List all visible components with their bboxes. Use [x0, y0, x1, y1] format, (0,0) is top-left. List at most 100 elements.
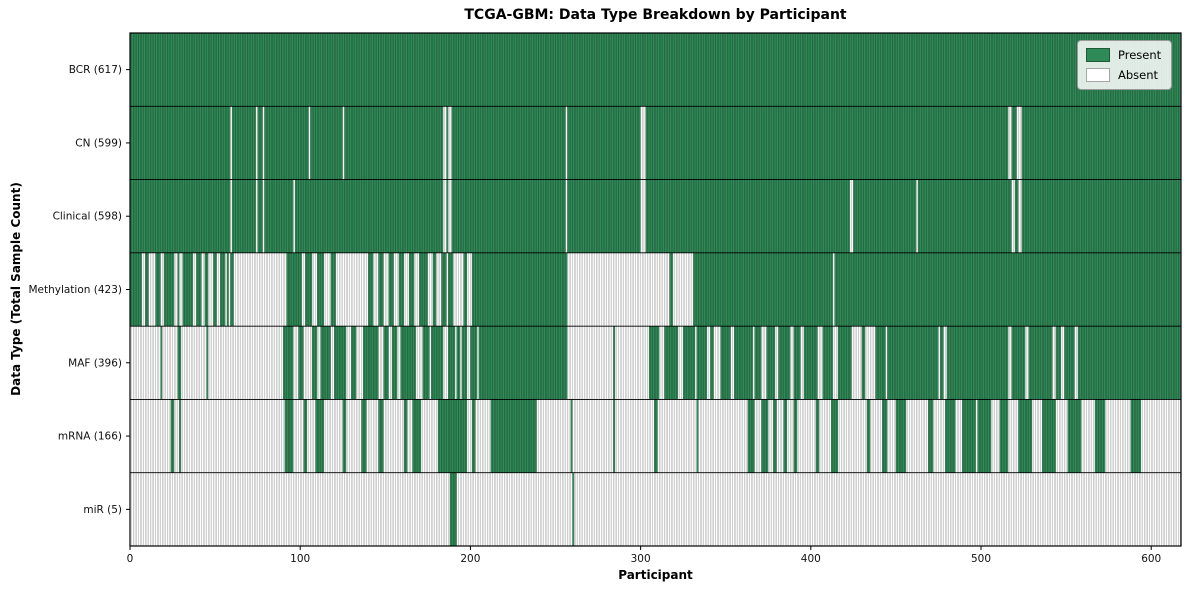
bar-MAF-301 — [642, 325, 645, 400]
bar-CN-321 — [676, 106, 679, 180]
bar-BCR-450 — [895, 32, 898, 107]
bar-miR-492 — [967, 472, 970, 547]
bar-MAF-132 — [354, 325, 357, 400]
bar-mRNA-459 — [911, 399, 914, 473]
bar-MAF-62 — [235, 325, 238, 400]
bar-Methylation-595 — [1142, 252, 1145, 327]
bar-BCR-343 — [713, 32, 716, 107]
bar-Methylation-385 — [785, 252, 788, 327]
bar-BCR-71 — [250, 32, 253, 107]
bar-MAF-395 — [802, 325, 805, 400]
bar-mRNA-345 — [717, 399, 720, 473]
bar-MAF-551 — [1067, 325, 1070, 400]
bar-Clinical-276 — [599, 179, 602, 254]
bar-CN-305 — [648, 106, 652, 180]
bar-miR-587 — [1128, 472, 1131, 547]
bar-MAF-502 — [984, 325, 987, 400]
bar-Clinical-431 — [863, 179, 866, 254]
bar-Clinical-425 — [853, 179, 856, 254]
bar-Methylation-337 — [703, 252, 706, 327]
bar-mRNA-86 — [276, 399, 279, 473]
bar-CN-579 — [1115, 106, 1118, 180]
bar-MAF-142 — [371, 325, 374, 400]
bar-CN-345 — [717, 106, 720, 180]
bar-BCR-249 — [553, 32, 556, 107]
bar-Methylation-189 — [451, 252, 454, 327]
bar-Clinical-616 — [1178, 179, 1181, 254]
bar-MAF-345 — [717, 325, 720, 400]
bar-MAF-20 — [163, 325, 166, 400]
bar-CN-408 — [824, 106, 827, 180]
bar-Methylation-521 — [1016, 252, 1019, 327]
bar-miR-266 — [582, 472, 585, 547]
bar-MAF-534 — [1038, 325, 1041, 400]
bar-Clinical-509 — [996, 179, 999, 254]
bar-CN-374 — [766, 106, 769, 180]
bar-BCR-185 — [444, 32, 447, 107]
bar-MAF-478 — [943, 325, 946, 400]
bar-CN-240 — [538, 106, 541, 180]
bar-MAF-545 — [1057, 325, 1060, 400]
bar-CN-566 — [1093, 106, 1096, 180]
bar-miR-393 — [798, 472, 801, 547]
bar-miR-147 — [380, 472, 383, 547]
bar-Clinical-335 — [699, 179, 703, 254]
bar-CN-293 — [628, 106, 631, 180]
bar-MAF-472 — [933, 325, 936, 400]
bar-miR-338 — [705, 472, 708, 547]
bar-Clinical-317 — [669, 179, 672, 254]
bar-MAF-422 — [848, 325, 851, 400]
bar-BCR-438 — [875, 32, 878, 107]
bar-BCR-358 — [739, 32, 742, 107]
bar-BCR-103 — [305, 32, 308, 107]
bar-miR-108 — [313, 472, 316, 547]
bar-miR-53 — [220, 472, 223, 547]
bar-CN-562 — [1086, 106, 1089, 180]
bar-MAF-602 — [1154, 325, 1157, 400]
bar-CN-550 — [1065, 106, 1069, 180]
bar-Clinical-146 — [378, 179, 381, 254]
bar-MAF-194 — [459, 325, 463, 400]
bar-mRNA-183 — [441, 399, 444, 473]
bar-miR-382 — [779, 472, 783, 547]
bar-Clinical-105 — [308, 179, 311, 254]
bar-mRNA-455 — [904, 399, 907, 473]
bar-miR-36 — [191, 472, 194, 547]
bar-miR-508 — [994, 472, 997, 547]
bar-Methylation-219 — [502, 252, 505, 327]
bar-CN-529 — [1030, 106, 1033, 180]
bar-Clinical-209 — [485, 179, 488, 254]
bar-MAF-17 — [158, 325, 161, 400]
bar-Methylation-433 — [866, 252, 869, 327]
bar-Methylation-454 — [902, 252, 905, 327]
bar-CN-190 — [453, 106, 456, 180]
bar-BCR-434 — [868, 32, 871, 107]
bar-CN-501 — [982, 106, 985, 180]
bar-mRNA-420 — [844, 399, 847, 473]
bar-MAF-209 — [485, 325, 488, 400]
bar-mRNA-612 — [1171, 399, 1174, 473]
bar-Clinical-347 — [720, 179, 723, 254]
bar-mRNA-231 — [522, 399, 526, 473]
bar-MAF-166 — [412, 325, 415, 400]
bar-Methylation-365 — [751, 252, 754, 327]
bar-Methylation-61 — [233, 252, 236, 327]
bar-miR-165 — [410, 472, 413, 547]
bar-miR-392 — [796, 472, 800, 547]
bar-CN-229 — [519, 106, 522, 180]
bar-miR-596 — [1144, 472, 1147, 547]
bar-MAF-542 — [1052, 325, 1055, 400]
bar-BCR-407 — [822, 32, 825, 107]
bar-mRNA-230 — [521, 399, 524, 473]
bar-BCR-220 — [504, 32, 507, 107]
bar-miR-312 — [660, 472, 663, 547]
bar-CN-582 — [1120, 106, 1123, 180]
bar-CN-168 — [415, 106, 418, 180]
bar-mRNA-438 — [875, 399, 878, 473]
bar-MAF-249 — [553, 325, 556, 400]
bar-CN-123 — [339, 106, 342, 180]
bar-MAF-600 — [1151, 325, 1154, 400]
bar-miR-323 — [679, 472, 682, 547]
bar-mRNA-284 — [613, 399, 616, 473]
bar-MAF-611 — [1169, 325, 1172, 400]
